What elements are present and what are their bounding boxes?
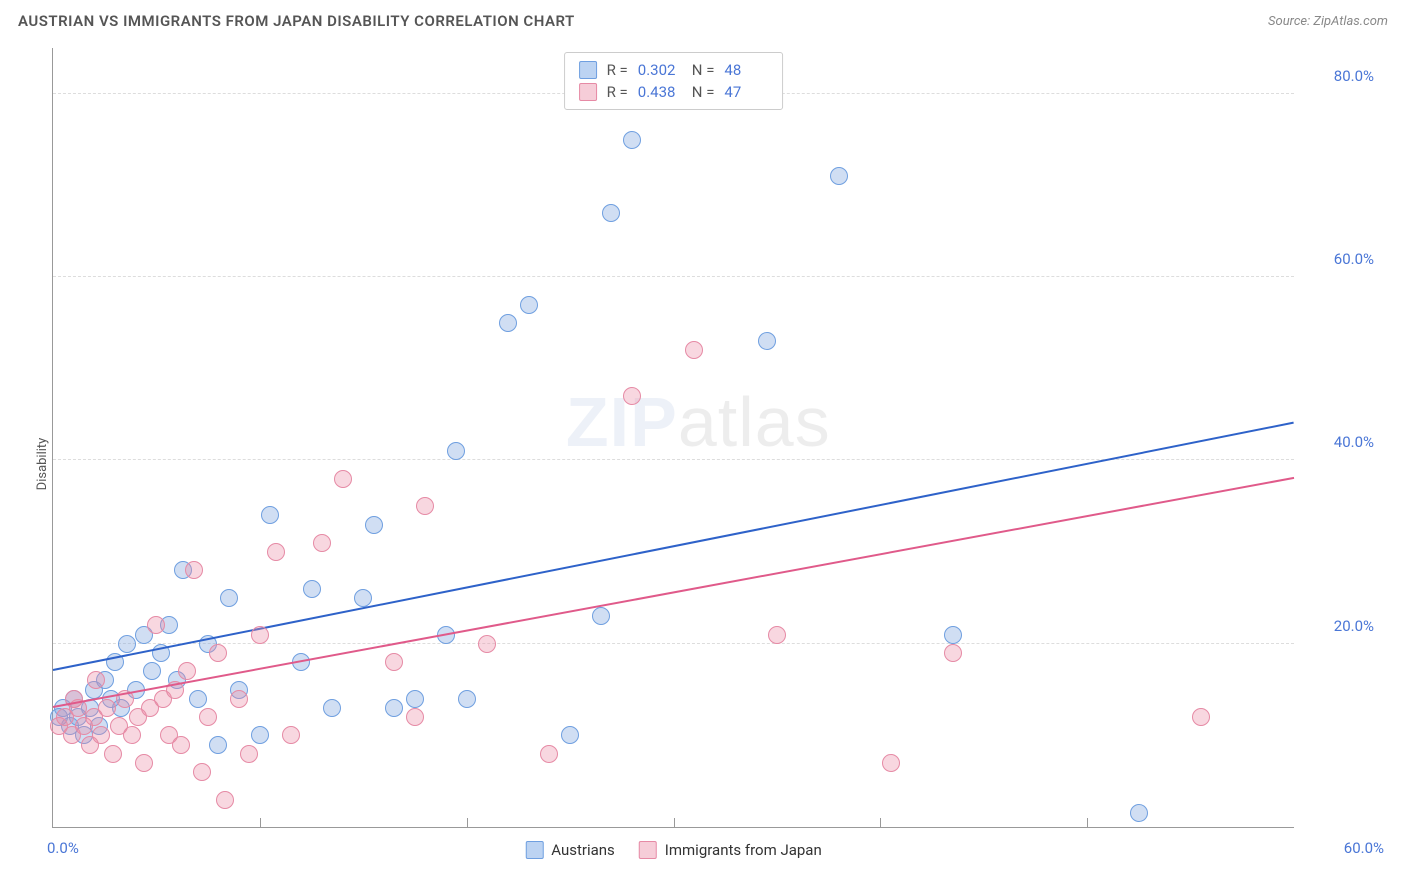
- data-point: [267, 543, 285, 561]
- x-tick: [260, 818, 261, 828]
- data-point: [385, 699, 403, 717]
- r-value: 0.302: [638, 61, 682, 79]
- data-point: [313, 534, 331, 552]
- r-label: R =: [607, 61, 628, 79]
- data-point: [118, 635, 136, 653]
- data-point: [185, 561, 203, 579]
- x-tick: [467, 818, 468, 828]
- y-tick-label: 20.0%: [1304, 617, 1374, 635]
- stats-legend-row: R = 0.438 N = 47: [579, 81, 769, 103]
- data-point: [602, 204, 620, 222]
- data-point: [251, 726, 269, 744]
- data-point: [92, 726, 110, 744]
- data-point: [520, 296, 538, 314]
- data-point: [944, 626, 962, 644]
- legend-swatch: [525, 841, 543, 859]
- data-point: [334, 470, 352, 488]
- gridline: [53, 276, 1294, 277]
- r-value: 0.438: [638, 83, 682, 101]
- data-point: [458, 690, 476, 708]
- data-point: [104, 745, 122, 763]
- legend-item: Immigrants from Japan: [639, 841, 822, 859]
- legend-label: Immigrants from Japan: [665, 841, 822, 859]
- data-point: [406, 690, 424, 708]
- x-axis-min-label: 0.0%: [47, 839, 79, 857]
- data-point: [1192, 708, 1210, 726]
- n-label: N =: [692, 83, 715, 101]
- legend-label: Austrians: [551, 841, 615, 859]
- data-point: [365, 516, 383, 534]
- stats-legend-row: R = 0.302 N = 48: [579, 59, 769, 81]
- y-tick-label: 80.0%: [1304, 67, 1374, 85]
- y-tick-label: 40.0%: [1304, 433, 1374, 451]
- data-point: [209, 644, 227, 662]
- n-value: 48: [724, 61, 768, 79]
- data-point: [592, 607, 610, 625]
- data-point: [478, 635, 496, 653]
- data-point: [261, 506, 279, 524]
- legend-item: Austrians: [525, 841, 615, 859]
- x-tick: [1087, 818, 1088, 828]
- data-point: [189, 690, 207, 708]
- data-point: [193, 763, 211, 781]
- n-label: N =: [692, 61, 715, 79]
- plot-region: ZIPatlas R =0.302N =48R =0.438N =47 Aust…: [52, 48, 1294, 828]
- data-point: [499, 314, 517, 332]
- legend-swatch: [579, 83, 597, 101]
- data-point: [447, 442, 465, 460]
- data-point: [540, 745, 558, 763]
- data-point: [172, 736, 190, 754]
- data-point: [685, 341, 703, 359]
- data-point: [123, 726, 141, 744]
- data-point: [830, 167, 848, 185]
- data-point: [944, 644, 962, 662]
- n-value: 47: [724, 83, 768, 101]
- trend-line: [53, 477, 1294, 708]
- y-tick-label: 60.0%: [1304, 250, 1374, 268]
- x-tick: [880, 818, 881, 828]
- data-point: [135, 754, 153, 772]
- data-point: [758, 332, 776, 350]
- data-point: [220, 589, 238, 607]
- watermark: ZIPatlas: [566, 382, 831, 462]
- r-label: R =: [607, 83, 628, 101]
- data-point: [561, 726, 579, 744]
- legend-swatch: [639, 841, 657, 859]
- data-point: [282, 726, 300, 744]
- data-point: [230, 690, 248, 708]
- data-point: [623, 387, 641, 405]
- data-point: [251, 626, 269, 644]
- data-point: [416, 497, 434, 515]
- data-point: [303, 580, 321, 598]
- series-legend: Austrians Immigrants from Japan: [525, 841, 822, 859]
- data-point: [323, 699, 341, 717]
- data-point: [199, 708, 217, 726]
- data-point: [882, 754, 900, 772]
- chart-title: AUSTRIAN VS IMMIGRANTS FROM JAPAN DISABI…: [18, 12, 575, 30]
- x-tick: [674, 818, 675, 828]
- data-point: [178, 662, 196, 680]
- data-point: [385, 653, 403, 671]
- data-point: [354, 589, 372, 607]
- data-point: [406, 708, 424, 726]
- data-point: [87, 671, 105, 689]
- data-point: [623, 131, 641, 149]
- data-point: [209, 736, 227, 754]
- x-axis-max-label: 60.0%: [1304, 839, 1384, 857]
- data-point: [240, 745, 258, 763]
- stats-legend: R = 0.302 N = 48 R = 0.438 N = 47: [564, 52, 784, 110]
- source-attribution: Source: ZipAtlas.com: [1268, 14, 1388, 29]
- data-point: [98, 699, 116, 717]
- data-point: [147, 616, 165, 634]
- data-point: [768, 626, 786, 644]
- data-point: [143, 662, 161, 680]
- y-axis-label: Disability: [35, 438, 50, 491]
- data-point: [1130, 804, 1148, 822]
- chart-area: Disability ZIPatlas R = 0.302 N = 48 R = 0.43…: [30, 48, 1394, 880]
- data-point: [216, 791, 234, 809]
- gridline: [53, 643, 1294, 644]
- legend-swatch: [579, 61, 597, 79]
